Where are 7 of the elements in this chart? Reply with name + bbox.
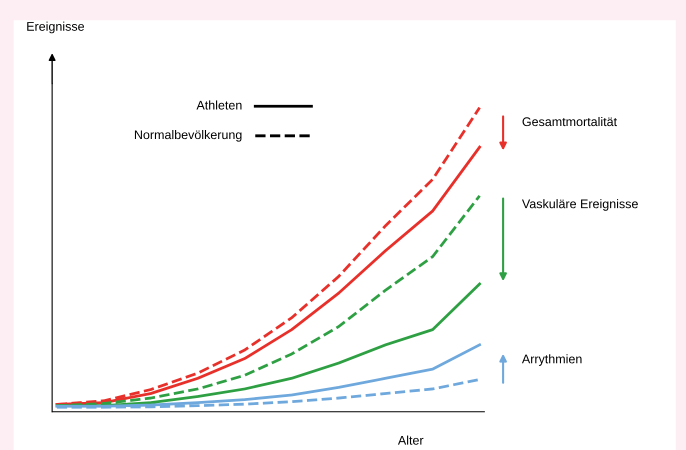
text: Vaskuläre Ereignisse	[522, 199, 638, 211]
text: Gesamtmortalität	[522, 116, 617, 126]
x-axis-title: Alter	[398, 436, 424, 445]
text: Arrythmien	[522, 354, 582, 366]
annotation: Normalbevölkerung	[134, 130, 242, 142]
annotation: Athleten	[196, 100, 242, 110]
text: Ereignisse	[27, 22, 84, 34]
